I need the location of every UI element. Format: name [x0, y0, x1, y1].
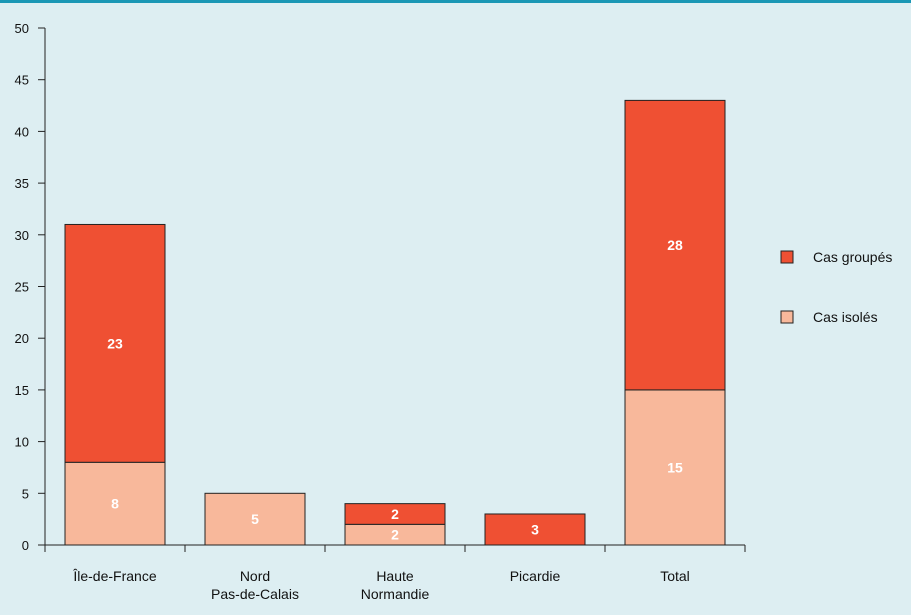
y-tick-label: 15 — [15, 383, 29, 398]
bar-segment — [344, 503, 446, 525]
legend-label: Cas isolés — [813, 309, 878, 325]
x-category-label: Nord — [240, 568, 270, 584]
x-category-label: Île-de-France — [72, 568, 156, 584]
bar-value-label: 15 — [667, 459, 683, 475]
bar-segment — [484, 513, 586, 546]
bar-value-label: 8 — [111, 496, 119, 512]
x-category-label: Normandie — [361, 586, 430, 602]
y-tick-label: 35 — [15, 176, 29, 191]
bar-value-label: 3 — [531, 521, 539, 537]
y-tick-label: 25 — [15, 280, 29, 295]
y-tick-label: 0 — [22, 538, 29, 553]
bar-segment — [624, 99, 726, 391]
x-category-label: Picardie — [510, 568, 561, 584]
x-category-label: Haute — [376, 568, 414, 584]
legend-swatch — [780, 310, 794, 324]
bar-value-label: 5 — [251, 511, 259, 527]
legend-label: Cas groupés — [813, 249, 892, 265]
y-tick-label: 40 — [15, 124, 29, 139]
y-tick-label: 5 — [22, 486, 29, 501]
y-tick-label: 10 — [15, 435, 29, 450]
bar-segment — [624, 389, 726, 546]
x-category-label: Pas-de-Calais — [211, 586, 299, 602]
legend: Cas groupés Cas isolés — [780, 249, 892, 325]
bar-value-label: 2 — [391, 527, 399, 543]
bar-segment — [64, 223, 166, 463]
bar-value-label: 2 — [391, 506, 399, 522]
bar-value-label: 23 — [107, 335, 123, 351]
bar-value-label: 28 — [667, 237, 683, 253]
legend-swatch — [780, 250, 794, 264]
y-tick-label: 50 — [15, 21, 29, 36]
y-tick-label: 30 — [15, 228, 29, 243]
y-tick-label: 20 — [15, 331, 29, 346]
y-tick-label: 45 — [15, 73, 29, 88]
top-rule — [0, 0, 911, 3]
x-category-label: Total — [660, 568, 690, 584]
bar-segment — [204, 492, 306, 546]
